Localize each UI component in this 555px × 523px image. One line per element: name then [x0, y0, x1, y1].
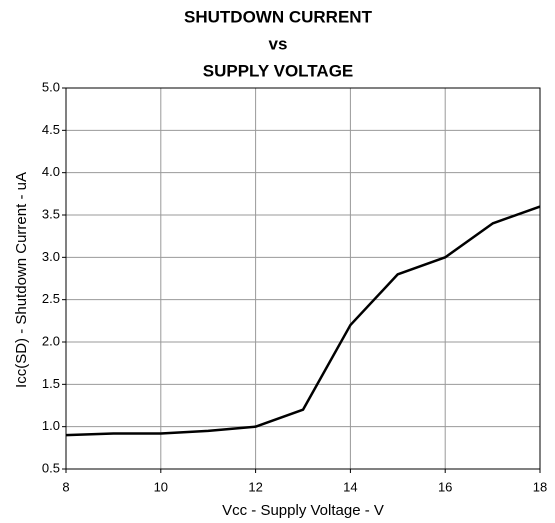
x-axis-label: Vcc - Supply Voltage - V	[222, 502, 384, 519]
x-tick-label: 8	[62, 479, 69, 494]
y-tick-label: 4.5	[42, 122, 60, 137]
y-tick-label: 2.0	[42, 333, 60, 348]
y-tick-label: 3.0	[42, 249, 60, 264]
chart-title: SHUTDOWN CURRENT	[184, 7, 373, 26]
chart-title: SUPPLY VOLTAGE	[203, 61, 354, 80]
y-tick-label: 3.5	[42, 206, 60, 221]
x-tick-label: 12	[248, 479, 262, 494]
y-tick-label: 5.0	[42, 79, 60, 94]
plot-frame	[65, 87, 541, 470]
x-tick-label: 14	[343, 479, 357, 494]
x-tick-label: 16	[438, 479, 452, 494]
data-line	[65, 205, 541, 437]
y-tick-label: 2.5	[42, 291, 60, 306]
chart-title: vs	[269, 34, 288, 53]
y-axis-label: Icc(SD) - Shutdown Current - uA	[13, 172, 30, 388]
x-tick-label: 18	[533, 479, 547, 494]
y-tick-label: 4.0	[42, 164, 60, 179]
x-tick-label: 10	[154, 479, 168, 494]
y-tick-label: 1.0	[42, 418, 60, 433]
y-tick-label: 0.5	[42, 460, 60, 475]
y-tick-label: 1.5	[42, 376, 60, 391]
